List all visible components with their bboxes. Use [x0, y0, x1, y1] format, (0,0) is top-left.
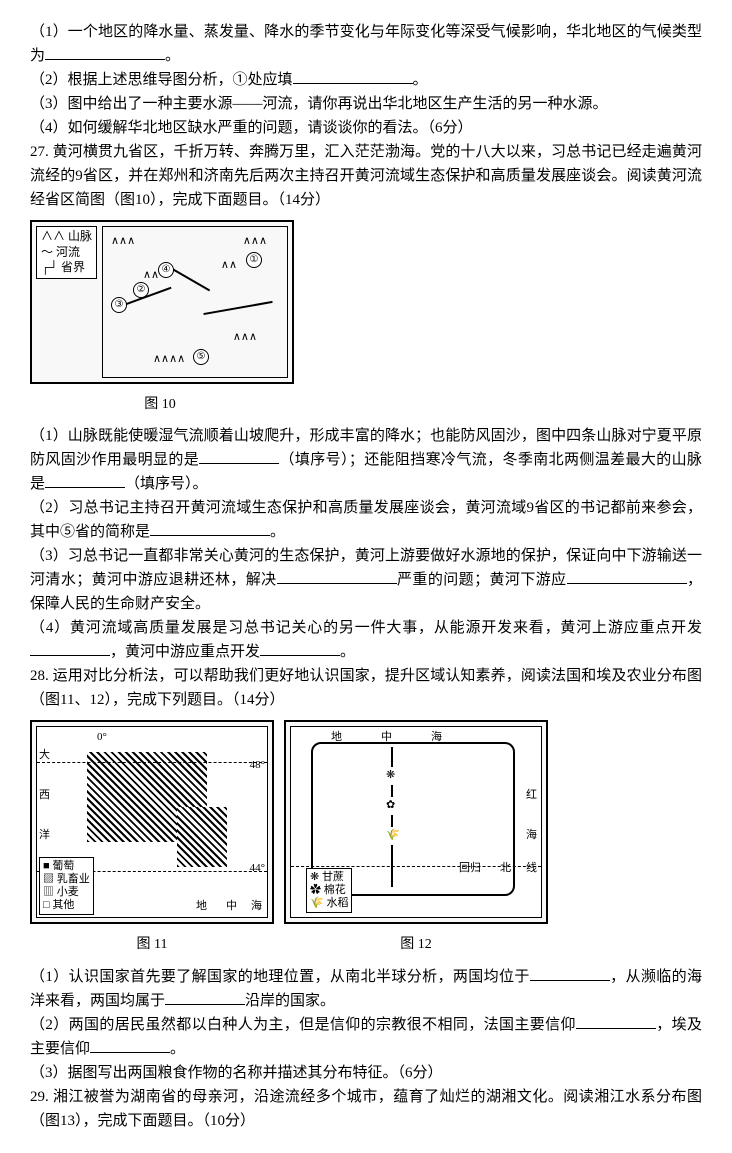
q26-p2-text: （2）根据上述思维导图分析，①处应填 [30, 72, 293, 88]
fig11-legend: ■ 葡萄 ▨ 乳畜业 ▥ 小麦 □ 其他 [39, 857, 94, 916]
q27-p1c: （填序号）。 [125, 476, 208, 492]
blank-france-religion[interactable] [576, 1013, 656, 1029]
mountain-icon: ∧∧∧∧ [153, 351, 185, 369]
legend-river: ～ 河流 [41, 245, 92, 261]
blank-egypt-religion[interactable] [90, 1037, 170, 1053]
blank-upstream-energy[interactable] [30, 640, 110, 656]
fig11-caption: 图 11 [30, 934, 274, 956]
q28-p1c: 沿岸的国家。 [245, 993, 335, 1009]
figure-11-12-row: 大 西 洋 0° 48° 44° 巴黎盆地 地 中 海 ■ 葡萄 ▨ 乳畜业 ▥… [30, 720, 702, 956]
leg-sugarcane: ❋ 甘蔗 [310, 871, 348, 884]
q26-p2: （2）根据上述思维导图分析，①处应填 。 [30, 68, 702, 92]
figure-11: 大 西 洋 0° 48° 44° 巴黎盆地 地 中 海 ■ 葡萄 ▨ 乳畜业 ▥… [30, 720, 274, 924]
blank-midstream-problem[interactable] [277, 568, 397, 584]
blank-mountain-temp[interactable] [45, 472, 125, 488]
q26-p3: （3）图中给出了一种主要水源——河流，请你再说出华北地区生产生活的另一种水源。 [30, 92, 702, 116]
mark-3: ③ [111, 297, 127, 313]
leg-dairy: ▨ 乳畜业 [43, 873, 90, 886]
lat-line-48 [37, 762, 267, 763]
blank-midstream-energy[interactable] [260, 640, 340, 656]
q27-p2a: （2）习总书记主持召开黄河流域生态保护和高质量发展座谈会，黄河流域9省区的书记都… [30, 500, 702, 540]
label-xi: 西 [39, 787, 50, 805]
france-hatch2 [177, 807, 227, 867]
blank-mountain-sand[interactable] [199, 448, 279, 464]
q27-p4a: （4）黄河流域高质量发展是习总书记关心的另一件大事，从能源开发来看，黄河上游应重… [30, 620, 702, 636]
q27-p3b: 严重的问题；黄河下游应 [397, 572, 567, 588]
mark-4: ④ [158, 262, 174, 278]
label-hong: 红 [526, 787, 537, 805]
label-zhong: 中 [226, 898, 237, 916]
q26-p2-end: 。 [413, 72, 428, 88]
q27-p4b: ，黄河中游应重点开发 [110, 644, 260, 660]
q28-p2a: （2）两国的居民虽然都以白种人为主，但是信仰的宗教很不相同，法国主要信仰 [30, 1017, 576, 1033]
q28-intro: 28. 运用对比分析法，可以帮助我们更好地认识国家，提升区域认知素养，阅读法国和… [30, 664, 702, 712]
q27-p2-end: 。 [270, 524, 285, 540]
river-line [203, 301, 272, 315]
leg-wheat: ▥ 小麦 [43, 886, 90, 899]
mark-5: ⑤ [193, 349, 209, 365]
mountain-icon: ∧∧∧ [111, 233, 135, 251]
q29-intro: 29. 湘江被誉为湖南省的母亲河，沿途流经多个城市，蕴育了灿烂的湖湘文化。阅读湘… [30, 1085, 702, 1133]
q26-p4: （4）如何缓解华北地区缺水严重的问题，请谈谈你的看法。（6分） [30, 116, 702, 140]
label-hai: 海 [251, 898, 262, 916]
fig10-caption: 图 10 [30, 394, 290, 416]
blank-ocean[interactable] [165, 989, 245, 1005]
q28-p2: （2）两国的居民虽然都以白种人为主，但是信仰的宗教很不相同，法国主要信仰，埃及主… [30, 1013, 702, 1061]
label-48: 48° [250, 757, 265, 775]
q27-intro: 27. 黄河横贯九省区，千折万转、奔腾万里，汇入茫茫渤海。党的十八大以来，习总书… [30, 140, 702, 212]
q27-p4-end: 。 [340, 644, 355, 660]
crop-mark: ❋ [386, 767, 395, 785]
blank-province-abbr[interactable] [150, 520, 270, 536]
fig10-legend: ∧∧ 山脉 ～ 河流 ┌┘ 省界 [36, 226, 97, 279]
mountain-icon: ∧∧∧ [243, 233, 267, 251]
legend-province: ┌┘ 省界 [41, 260, 92, 276]
leg-rice: 🌾 水稻 [310, 897, 348, 910]
crop-mark: 🌾 [386, 827, 400, 845]
blank-climate-type[interactable] [45, 44, 165, 60]
fig12-inner: 地 中 海 红 海 北 回归 线 ❋ ✿ 🌾 ❋ 甘蔗 ✿ 棉花 🌾 水稻 [290, 726, 542, 918]
mark-1: ① [246, 252, 262, 268]
fig10-map: ∧∧∧ ∧∧ ∧∧∧ ∧∧ ∧∧∧ ∧∧∧∧ ① ② ③ ④ ⑤ [102, 226, 288, 378]
q26-p1-end: 。 [165, 48, 180, 64]
label-di: 地 [196, 898, 207, 916]
leg-grape: ■ 葡萄 [43, 860, 90, 873]
label-yang: 洋 [39, 827, 50, 845]
fig11-inner: 大 西 洋 0° 48° 44° 巴黎盆地 地 中 海 ■ 葡萄 ▨ 乳畜业 ▥… [36, 726, 268, 918]
q26-p1: （1）一个地区的降水量、蒸发量、降水的季节变化与年际变化等深受气候影响，华北地区… [30, 20, 702, 68]
legend-mountain: ∧∧ 山脉 [41, 229, 92, 245]
blank-fill-1[interactable] [293, 68, 413, 84]
fig12-wrap: 地 中 海 红 海 北 回归 线 ❋ ✿ 🌾 ❋ 甘蔗 ✿ 棉花 🌾 水稻 [284, 720, 548, 956]
fig12-legend: ❋ 甘蔗 ✿ 棉花 🌾 水稻 [306, 868, 352, 914]
blank-downstream-action[interactable] [567, 568, 687, 584]
mountain-icon: ∧∧∧ [233, 329, 257, 347]
mountain-icon: ∧∧ [221, 257, 237, 275]
crop-mark: ✿ [386, 797, 395, 815]
label-44: 44° [250, 860, 265, 878]
label-0: 0° [97, 729, 107, 747]
q28-p1a: （1）认识国家首先要了解国家的地理位置，从南北半球分析，两国均位于 [30, 969, 530, 985]
figure-10: ∧∧ 山脉 ～ 河流 ┌┘ 省界 ∧∧∧ ∧∧ ∧∧∧ ∧∧ ∧∧∧ ∧∧∧∧ … [30, 220, 294, 384]
leg-other: □ 其他 [43, 899, 90, 912]
blank-hemisphere[interactable] [530, 965, 610, 981]
leg-cotton: ✿ 棉花 [310, 884, 348, 897]
label-hai3: 海 [526, 827, 537, 845]
q27-p1: （1）山脉既能使暖湿气流顺着山坡爬升，形成丰富的降水；也能防风固沙，图中四条山脉… [30, 424, 702, 496]
fig11-wrap: 大 西 洋 0° 48° 44° 巴黎盆地 地 中 海 ■ 葡萄 ▨ 乳畜业 ▥… [30, 720, 274, 956]
q28-p2-end: 。 [170, 1041, 185, 1057]
label-line: 线 [526, 860, 537, 878]
q28-p3: （3）据图写出两国粮食作物的名称并描述其分布特征。（6分） [30, 1061, 702, 1085]
q27-p4: （4）黄河流域高质量发展是习总书记关心的另一件大事，从能源开发来看，黄河上游应重… [30, 616, 702, 664]
figure-12: 地 中 海 红 海 北 回归 线 ❋ ✿ 🌾 ❋ 甘蔗 ✿ 棉花 🌾 水稻 [284, 720, 548, 924]
q28-p1: （1）认识国家首先要了解国家的地理位置，从南北半球分析，两国均位于，从濒临的海洋… [30, 965, 702, 1013]
fig12-caption: 图 12 [284, 934, 548, 956]
mountain-icon: ∧∧ [143, 267, 159, 285]
q27-p3: （3）习总书记一直都非常关心黄河的生态保护，黄河上游要做好水源地的保护，保证向中… [30, 544, 702, 616]
q27-p2: （2）习总书记主持召开黄河流域生态保护和高质量发展座谈会，黄河流域9省区的书记都… [30, 496, 702, 544]
mark-2: ② [133, 282, 149, 298]
figure-10-wrap: ∧∧ 山脉 ～ 河流 ┌┘ 省界 ∧∧∧ ∧∧ ∧∧∧ ∧∧ ∧∧∧ ∧∧∧∧ … [30, 220, 702, 416]
